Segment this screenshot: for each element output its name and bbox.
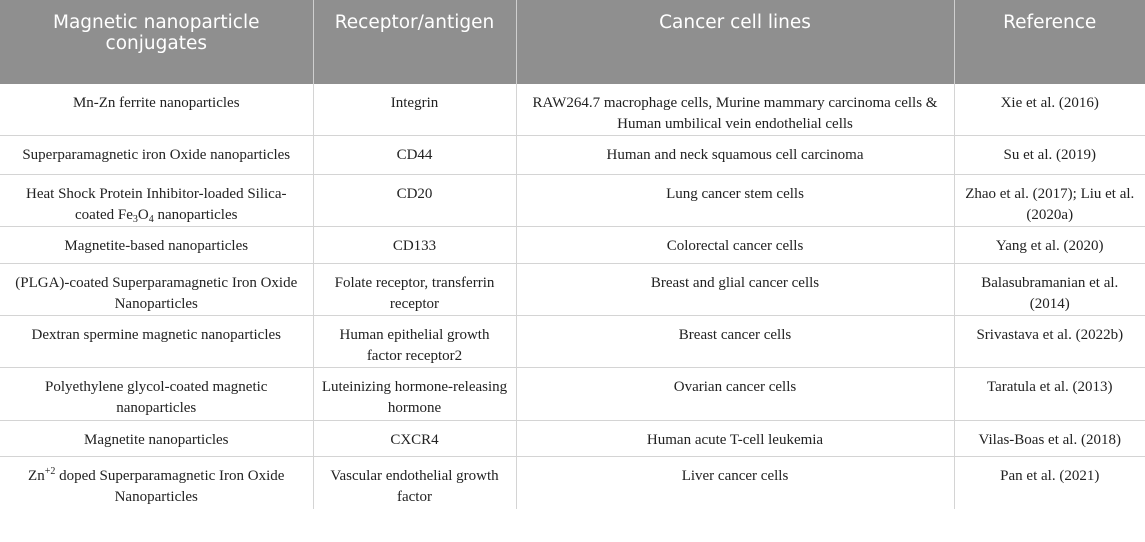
- cell-receptor: Vascular endothelial growth factor: [313, 456, 517, 509]
- cell-conjugate: Zn+2 doped Superparamagnetic Iron Oxide …: [0, 456, 314, 509]
- table-row: Superparamagnetic iron Oxide nanoparticl…: [0, 135, 1145, 175]
- cell-conjugate: Magnetite-based nanoparticles: [0, 226, 314, 264]
- header-row: Magnetic nanoparticle conjugates Recepto…: [0, 0, 1145, 84]
- cell-reference: Vilas-Boas et al. (2018): [954, 420, 1145, 457]
- cell-conjugate: Magnetite nanoparticles: [0, 420, 314, 457]
- header-receptor: Receptor/antigen: [313, 0, 517, 84]
- table-row: Dextran spermine magnetic nanoparticles …: [0, 315, 1145, 368]
- cell-reference: Su et al. (2019): [954, 135, 1145, 175]
- cell-cell-lines: Lung cancer stem cells: [516, 174, 955, 227]
- conjugate-text-mid: O: [137, 207, 149, 223]
- nanoparticle-table: Magnetic nanoparticle conjugates Recepto…: [0, 0, 1145, 509]
- cell-receptor: CXCR4: [313, 420, 517, 457]
- table-row: Polyethylene glycol-coated magnetic nano…: [0, 367, 1145, 421]
- subscript-3: 3: [132, 214, 138, 225]
- cell-cell-lines: Breast cancer cells: [516, 315, 955, 368]
- table-row: Zn+2 doped Superparamagnetic Iron Oxide …: [0, 456, 1145, 509]
- header-conjugates: Magnetic nanoparticle conjugates: [0, 0, 314, 84]
- conjugate-text-suffix: doped Superparamagnetic Iron Oxide Nanop…: [55, 468, 285, 505]
- cell-reference: Pan et al. (2021): [1000, 468, 1100, 484]
- conjugate-text-suffix: nanoparticles: [153, 207, 238, 223]
- cell-conjugate: (PLGA)-coated Superparamagnetic Iron Oxi…: [0, 263, 314, 316]
- cell-receptor: Human epithelial growth factor receptor2: [313, 315, 517, 368]
- header-cell-lines: Cancer cell lines: [516, 0, 955, 84]
- cell-receptor: CD133: [313, 226, 517, 264]
- cell-cell-lines: Human acute T-cell leukemia: [516, 420, 955, 457]
- cell-conjugate: Superparamagnetic iron Oxide nanoparticl…: [0, 135, 314, 175]
- table-row: (PLGA)-coated Superparamagnetic Iron Oxi…: [0, 263, 1145, 316]
- cell-conjugate: Polyethylene glycol-coated magnetic nano…: [0, 367, 314, 421]
- cell-cell-lines: Breast and glial cancer cells: [516, 263, 955, 316]
- cell-reference: Yang et al. (2020): [954, 226, 1145, 264]
- cell-receptor: CD44: [313, 135, 517, 175]
- table-row: Heat Shock Protein Inhibitor-loaded Sili…: [0, 174, 1145, 227]
- cell-cell-lines: Human and neck squamous cell carcinoma: [516, 135, 955, 175]
- cell-receptor: Integrin: [313, 84, 517, 136]
- cell-receptor: Folate receptor, transferrin receptor: [313, 263, 517, 316]
- table-row: Magnetite nanoparticles CXCR4 Human acut…: [0, 420, 1145, 457]
- header-reference: Reference: [954, 0, 1145, 84]
- cell-receptor: CD20: [313, 174, 517, 227]
- cell-reference: Xie et al. (2016): [954, 84, 1145, 136]
- subscript-4: 4: [148, 214, 154, 225]
- cell-conjugate: Mn-Zn ferrite nanoparticles: [0, 84, 314, 136]
- cell-receptor: Luteinizing hormone-releasing hormone: [313, 367, 517, 421]
- cell-cell-lines: Colorectal cancer cells: [516, 226, 955, 264]
- cell-cell-lines: RAW264.7 macrophage cells, Murine mammar…: [516, 84, 955, 136]
- cell-reference: Zhao et al. (2017); Liu et al. (2020a): [954, 174, 1145, 227]
- cell-reference: Taratula et al. (2013): [954, 367, 1145, 421]
- cell-conjugate: Dextran spermine magnetic nanoparticles: [0, 315, 314, 368]
- conjugate-text-prefix: Zn: [28, 468, 45, 484]
- superscript-charge: +2: [44, 466, 56, 477]
- cell-cell-lines: Liver cancer cells: [516, 456, 955, 509]
- conjugate-text-prefix: Heat Shock Protein Inhibitor-loaded Sili…: [26, 186, 287, 223]
- cell-conjugate: Heat Shock Protein Inhibitor-loaded Sili…: [0, 174, 314, 227]
- table-row: Mn-Zn ferrite nanoparticles Integrin RAW…: [0, 84, 1145, 136]
- cell-cell-lines: Ovarian cancer cells: [516, 367, 955, 421]
- cell-reference: Srivastava et al. (2022b): [954, 315, 1145, 368]
- table-row: Magnetite-based nanoparticles CD133 Colo…: [0, 226, 1145, 264]
- cell-reference: Balasubramanian et al. (2014): [954, 263, 1145, 316]
